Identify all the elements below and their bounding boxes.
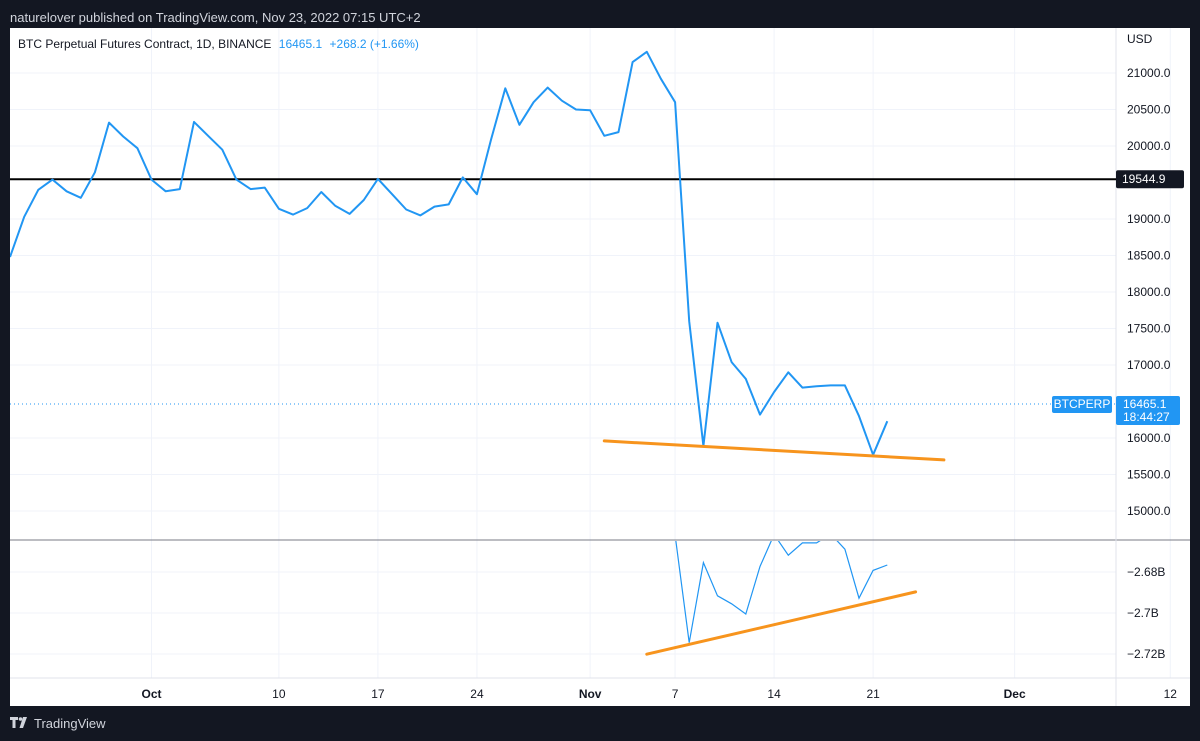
price-badge — [1116, 396, 1180, 426]
time-axis-tick: 14 — [767, 687, 781, 701]
footer: TradingView — [10, 712, 106, 734]
publish-info: naturelover published on TradingView.com… — [10, 10, 421, 25]
price-axis-tick: 20000.0 — [1127, 139, 1171, 153]
level-badge — [1116, 170, 1184, 189]
indicator-axis-tick: −2.72B — [1127, 647, 1165, 661]
level-badge-text: 19544.9 — [1122, 172, 1166, 186]
symbol-title: BTC Perpetual Futures Contract, 1D, BINA… — [18, 37, 272, 51]
indicator-trendline[interactable] — [645, 590, 918, 656]
price-axis-tick: 21000.0 — [1127, 66, 1171, 80]
chart-legend: BTC Perpetual Futures Contract, 1D, BINA… — [18, 37, 419, 51]
price-axis-currency: USD — [1127, 32, 1153, 46]
time-axis-tick: Nov — [579, 687, 602, 701]
price-axis-tick: 16000.0 — [1127, 431, 1171, 445]
price-trendline[interactable] — [602, 439, 946, 462]
tradingview-logo-icon — [10, 717, 30, 729]
price-axis-tick: 15000.0 — [1127, 504, 1171, 518]
time-axis-tick: 24 — [470, 687, 484, 701]
indicator-axis-tick: −2.68B — [1127, 565, 1165, 579]
price-badge-price: 16465.1 — [1123, 397, 1167, 411]
price-change: +268.2 (+1.66%) — [329, 37, 419, 51]
indicator-series-line[interactable] — [675, 520, 888, 643]
time-axis-tick: 10 — [272, 687, 286, 701]
chart-frame[interactable]: USD 21000.0 20500.0 20000.0 19000.0 18500.0 18… — [10, 28, 1190, 706]
symbol-badge — [1052, 396, 1112, 414]
price-series-line[interactable] — [10, 50, 889, 456]
chart-canvas[interactable]: USD 21000.0 20500.0 20000.0 19000.0 18500.0 18… — [10, 28, 1190, 706]
time-axis-tick: Dec — [1004, 687, 1026, 701]
price-badge-countdown: 18:44:27 — [1123, 410, 1170, 424]
price-axis-tick: 17000.0 — [1127, 358, 1171, 372]
indicator-pane — [675, 520, 888, 643]
price-axis-tick: 20500.0 — [1127, 103, 1171, 117]
last-price: 16465.1 — [278, 37, 323, 51]
price-axis-tick: 18000.0 — [1127, 285, 1171, 299]
price-axis-tick: 17500.0 — [1127, 322, 1171, 336]
time-axis-tick: Oct — [141, 687, 161, 701]
indicator-axis-tick: −2.7B — [1127, 606, 1159, 620]
time-axis-tick: 21 — [866, 687, 880, 701]
symbol-badge-text: BTCPERP — [1054, 397, 1111, 411]
footer-brand: TradingView — [34, 715, 106, 731]
time-axis-tick: 7 — [672, 687, 679, 701]
price-axis-tick: 18500.0 — [1127, 249, 1171, 263]
time-axis-tick: 17 — [371, 687, 385, 701]
price-axis-tick: 19000.0 — [1127, 212, 1171, 226]
time-axis-tick: 12 — [1164, 687, 1178, 701]
price-axis-tick: 15500.0 — [1127, 468, 1171, 482]
